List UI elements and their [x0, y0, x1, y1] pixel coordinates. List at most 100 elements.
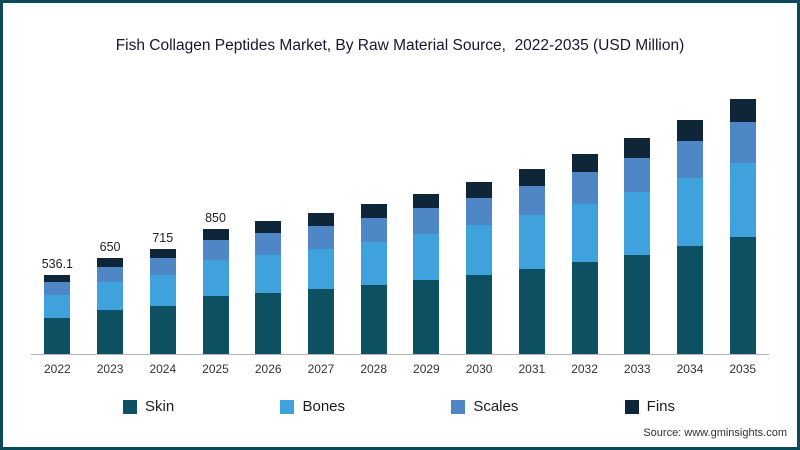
bar-column — [558, 154, 611, 354]
stacked-bar — [729, 99, 756, 354]
stacked-bar — [518, 169, 545, 354]
chart-title: Fish Collagen Peptides Market, By Raw Ma… — [115, 37, 685, 54]
bar-segment-skin — [729, 236, 756, 354]
stacked-bar — [202, 228, 229, 354]
x-axis-label: 2023 — [96, 362, 124, 376]
bar-segment-scales — [413, 208, 440, 235]
bar-column — [716, 99, 769, 354]
bar-segment-scales — [729, 121, 756, 163]
legend: Skin Bones Scales Fins — [3, 398, 797, 415]
bar-segment-scales — [571, 172, 598, 205]
bar-segment-fins — [624, 138, 651, 158]
bar-segment-bones — [624, 192, 651, 255]
bar-segment-bones — [729, 162, 756, 237]
stacked-bar — [44, 275, 71, 354]
x-axis-label: 2024 — [149, 362, 177, 376]
legend-label: Skin — [145, 398, 175, 415]
stacked-bar — [413, 194, 440, 354]
bar-value-label: 850 — [205, 210, 226, 225]
bar-column — [400, 194, 453, 354]
legend-label: Scales — [473, 398, 519, 415]
bar-segment-bones — [676, 178, 703, 247]
bar-segment-scales — [307, 225, 334, 249]
bar-column: 850 — [189, 211, 242, 354]
bar-segment-fins — [307, 213, 334, 226]
bar-segment-bones — [466, 225, 493, 275]
bar-segment-fins — [44, 275, 71, 283]
bar-value-label: 715 — [152, 230, 174, 245]
x-axis-labels: 2022 2023 2024 2025 2026 2027 2028 2029 2030 2031… — [31, 355, 769, 376]
legend-item-fins: Fins — [624, 398, 675, 415]
stacked-bar — [360, 204, 387, 354]
bar-segment-bones — [97, 282, 124, 310]
x-axis-label: 2029 — [413, 362, 440, 376]
stacked-bar — [97, 258, 124, 354]
x-axis-label: 2027 — [307, 362, 335, 376]
x-axis-label: 2032 — [571, 362, 598, 376]
stacked-bar — [255, 221, 282, 354]
legend-swatch-bones — [280, 399, 295, 414]
legend-item-skin: Skin — [123, 398, 174, 415]
bar-segment-fins — [676, 119, 703, 141]
x-axis-label: 2034 — [676, 362, 704, 376]
legend-swatch-scales — [451, 399, 466, 414]
bar-column — [242, 221, 295, 354]
stacked-bar — [307, 213, 334, 354]
stacked-bar — [624, 138, 651, 354]
bar-column: 536.1 — [31, 257, 84, 354]
bar-segment-bones — [255, 254, 282, 293]
x-axis-label: 2026 — [254, 362, 282, 376]
bar-segment-skin — [571, 262, 598, 354]
stacked-bar — [571, 154, 598, 354]
bar-column — [453, 182, 506, 354]
bar-segment-scales — [255, 233, 282, 255]
x-axis-label: 2035 — [729, 362, 757, 376]
legend-swatch-skin — [123, 399, 137, 414]
bar-segment-scales — [676, 140, 703, 179]
bar-segment-scales — [360, 218, 387, 242]
stacked-bar — [676, 119, 703, 354]
x-axis-label: 2025 — [202, 362, 229, 376]
bar-segment-skin — [518, 269, 545, 354]
bar-segment-scales — [149, 258, 176, 275]
bar-segment-scales — [518, 185, 545, 216]
legend-swatch-fins — [624, 399, 639, 414]
bar-segment-fins — [202, 228, 229, 241]
x-axis-label: 2033 — [623, 362, 651, 376]
bar-segment-fins — [97, 258, 124, 267]
bar-segment-skin — [676, 246, 703, 354]
bar-segment-bones — [518, 215, 545, 269]
bar-column — [664, 119, 717, 354]
bar-segment-fins — [518, 169, 545, 186]
bar-segment-fins — [360, 204, 387, 219]
legend-item-bones: Bones — [280, 398, 345, 415]
bar-segment-scales — [466, 197, 493, 226]
bar-segment-bones — [149, 275, 176, 306]
bar-segment-skin — [255, 293, 282, 354]
bar-segment-fins — [255, 221, 282, 234]
bar-column: 650 — [84, 240, 137, 354]
legend-item-scales: Scales — [451, 398, 518, 415]
bar-segment-fins — [413, 194, 440, 209]
x-axis-label: 2030 — [465, 362, 493, 376]
bar-segment-skin — [307, 289, 334, 354]
bar-segment-bones — [202, 260, 229, 297]
bar-column: 715 — [136, 231, 189, 354]
legend-label: Fins — [646, 398, 675, 415]
bar-segment-scales — [97, 266, 124, 283]
legend-label: Bones — [302, 398, 346, 415]
bar-column — [611, 138, 664, 354]
source-text: Source: www.gminsights.com — [643, 427, 787, 439]
stacked-bar — [466, 182, 493, 354]
bar-column — [505, 169, 558, 354]
bar-segment-skin — [97, 309, 124, 354]
bar-segment-skin — [360, 285, 387, 354]
bar-segment-fins — [466, 182, 493, 198]
x-axis-label: 2031 — [518, 362, 546, 376]
bar-value-label: 536.1 — [41, 257, 73, 272]
bar-segment-scales — [624, 157, 651, 193]
bar-segment-bones — [307, 248, 334, 290]
bar-segment-fins — [729, 99, 756, 122]
bar-segment-skin — [202, 296, 229, 354]
